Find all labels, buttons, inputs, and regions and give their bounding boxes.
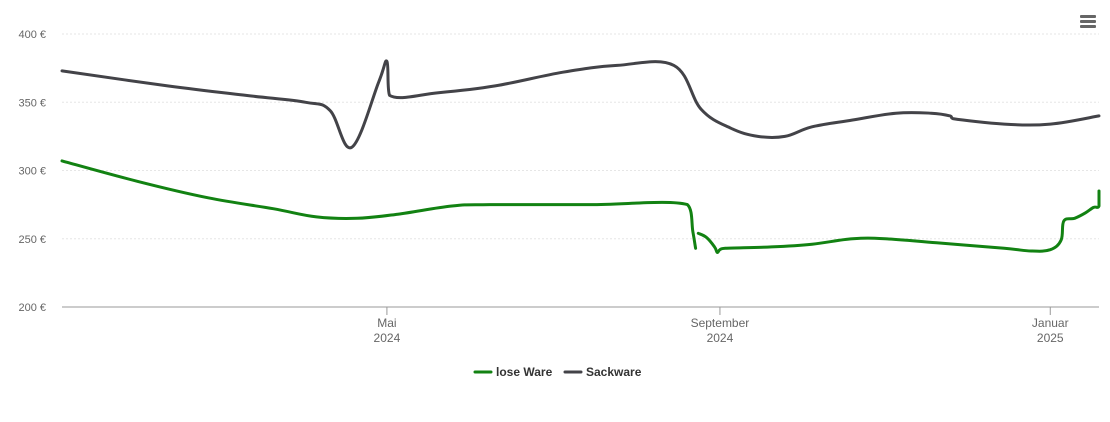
x-tick-month-label: Mai [377, 316, 396, 330]
y-tick-label: 200 € [18, 302, 46, 314]
y-tick-label: 400 € [18, 29, 46, 41]
x-tick-month-label: Januar [1032, 316, 1069, 330]
series-line[interactable] [696, 189, 1101, 254]
y-axis: 200 € 250 € 300 € 350 € 400 € [18, 29, 46, 314]
chart-menu-button[interactable] [1077, 12, 1099, 32]
x-tick-year-label: 2025 [1037, 331, 1064, 345]
x-tick-year-label: 2024 [374, 331, 401, 345]
legend: lose Ware Sackware [473, 365, 642, 379]
legend-item[interactable]: Sackware [563, 365, 642, 379]
x-tick-month-label: September [691, 316, 750, 330]
series-line[interactable] [60, 59, 1101, 150]
x-tick-year-label: 2024 [707, 331, 734, 345]
series-lose-ware [60, 159, 1101, 254]
y-tick-label: 300 € [18, 166, 46, 178]
grid-lines [62, 33, 1099, 240]
legend-item[interactable]: lose Ware [473, 365, 553, 379]
y-tick-label: 250 € [18, 234, 46, 246]
series-sackware [60, 59, 1101, 150]
series-line[interactable] [60, 159, 698, 250]
y-tick-label: 350 € [18, 97, 46, 109]
series-lines [60, 59, 1101, 254]
legend-label: Sackware [586, 365, 642, 379]
legend-label: lose Ware [496, 365, 553, 379]
